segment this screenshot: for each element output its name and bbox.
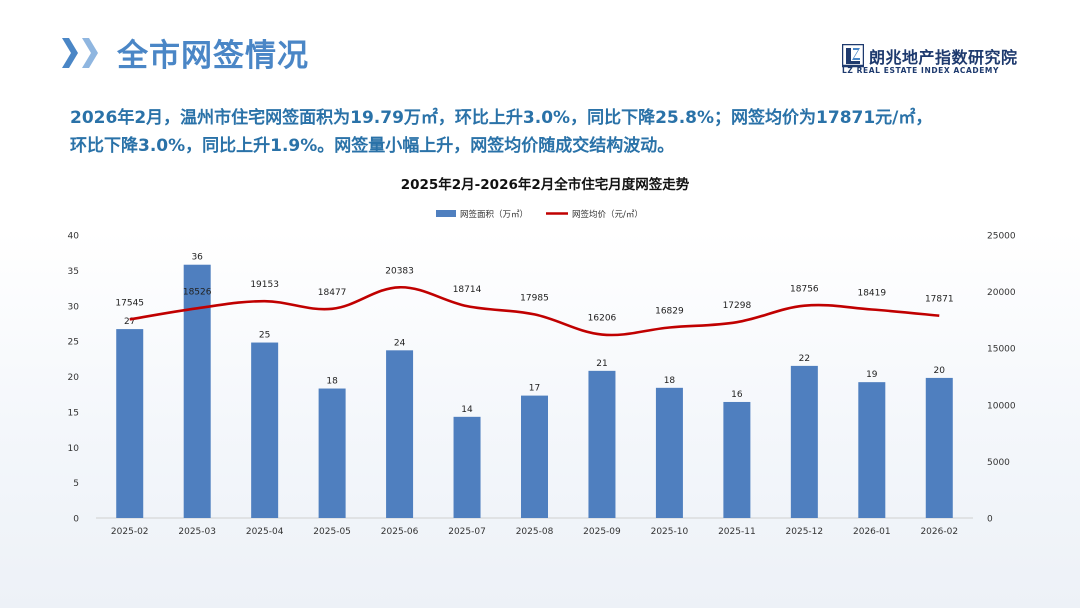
bar bbox=[723, 401, 751, 518]
chevron-right-icon bbox=[62, 38, 78, 68]
y-left-tick-label: 20 bbox=[68, 373, 80, 383]
bar-data-label: 24 bbox=[394, 338, 406, 348]
line-data-label: 20383 bbox=[385, 266, 414, 276]
y-left-tick-label: 40 bbox=[68, 232, 80, 242]
bar bbox=[386, 350, 414, 518]
logo: 朗兆地产指数研究院 LZ REAL ESTATE INDEX ACADEMY bbox=[842, 44, 1042, 78]
line-series bbox=[129, 285, 940, 337]
logo-text-cn: 朗兆地产指数研究院 bbox=[869, 48, 1018, 67]
logo-mark-icon bbox=[842, 44, 864, 68]
x-tick-label: 2026-01 bbox=[853, 527, 891, 537]
line-data-label: 18526 bbox=[183, 287, 212, 297]
y-right-tick-label: 5000 bbox=[987, 458, 1010, 468]
legend-swatch-bar bbox=[436, 210, 456, 217]
y-right-tick-label: 15000 bbox=[987, 345, 1016, 355]
x-tick-label: 2025-05 bbox=[313, 527, 351, 537]
chart-axes: 0 5 10 15 20 25 30 35 40 0 5000 10000 15000 20000 2500… bbox=[68, 232, 1016, 538]
line-data-label: 19153 bbox=[250, 280, 279, 290]
legend-label-bar: 网签面积（万㎡） bbox=[460, 209, 528, 220]
page-title: 全市网签情况 bbox=[117, 38, 309, 74]
y-left-tick-label: 25 bbox=[68, 338, 79, 348]
x-tick-label: 2025-09 bbox=[583, 527, 621, 537]
bar-series bbox=[116, 264, 953, 518]
y-left-tick-label: 0 bbox=[73, 515, 79, 525]
x-tick-label: 2025-02 bbox=[111, 527, 149, 537]
y-left-tick-label: 30 bbox=[68, 302, 80, 312]
y-right-tick-label: 0 bbox=[987, 515, 993, 525]
bar bbox=[251, 342, 279, 518]
chart-title: 2025年2月-2026年2月全市住宅月度网签走势 bbox=[401, 176, 690, 193]
bar bbox=[655, 387, 683, 518]
x-tick-label: 2025-10 bbox=[651, 527, 689, 537]
y-left-tick-label: 5 bbox=[73, 479, 79, 489]
x-tick-label: 2025-11 bbox=[718, 527, 756, 537]
bar-data-label: 18 bbox=[326, 377, 338, 387]
line-data-label: 18756 bbox=[790, 285, 819, 295]
line-data-label: 17985 bbox=[520, 293, 549, 303]
bar bbox=[116, 329, 144, 518]
line-data-label: 18477 bbox=[318, 288, 347, 298]
line-data-label: 16206 bbox=[588, 314, 617, 324]
y-right-tick-label: 25000 bbox=[987, 232, 1016, 242]
legend-label-line: 网签均价（元/㎡） bbox=[572, 209, 643, 220]
line-data-label: 17545 bbox=[115, 298, 144, 308]
bar bbox=[925, 377, 953, 518]
bar-data-label: 25 bbox=[259, 331, 270, 341]
x-tick-label: 2025-08 bbox=[516, 527, 554, 537]
x-tick-label: 2025-04 bbox=[246, 527, 284, 537]
bar bbox=[318, 388, 346, 518]
bar-data-label: 22 bbox=[799, 354, 810, 364]
bar-data-label: 21 bbox=[596, 359, 607, 369]
bar bbox=[183, 264, 211, 518]
x-tick-label: 2025-07 bbox=[448, 527, 486, 537]
y-left-tick-label: 15 bbox=[68, 408, 79, 418]
page-header: 全市网签情况 朗兆地产指数研究院 LZ REAL ESTATE INDEX AC… bbox=[0, 0, 1080, 100]
summary-line-1: 2026年2月，温州市住宅网签面积为19.79万㎡，环比上升3.0%，同比下降2… bbox=[70, 108, 933, 128]
monthly-signing-chart: 2025年2月-2026年2月全市住宅月度网签走势 网签面积（万㎡） 网签均价（元… bbox=[68, 176, 1016, 538]
summary-line-2: 环比下降3.0%，同比上升1.9%。网签量小幅上升，网签均价随成交结构波动。 bbox=[70, 136, 675, 156]
line-labels: 17545 18526 19153 18477 20383 18714 17985 16206… bbox=[115, 266, 953, 323]
x-tick-label: 2025-12 bbox=[786, 527, 824, 537]
logo-text-en: LZ REAL ESTATE INDEX ACADEMY bbox=[842, 66, 1000, 75]
chevron-right-icon bbox=[82, 38, 98, 68]
summary-text: 2026年2月，温州市住宅网签面积为19.79万㎡，环比上升3.0%，同比下降2… bbox=[70, 104, 1030, 160]
bar-data-label: 27 bbox=[124, 317, 135, 327]
bar-data-label: 36 bbox=[191, 253, 203, 263]
y-right-tick-label: 20000 bbox=[987, 288, 1016, 298]
x-tick-label: 2025-06 bbox=[381, 527, 419, 537]
chart-legend: 网签面积（万㎡） 网签均价（元/㎡） bbox=[436, 209, 643, 220]
bar-data-label: 20 bbox=[934, 366, 946, 376]
bar-data-label: 14 bbox=[461, 405, 473, 415]
line-data-label: 18714 bbox=[453, 285, 482, 295]
price-line bbox=[129, 285, 940, 337]
bar bbox=[588, 370, 616, 518]
bar bbox=[790, 365, 818, 518]
line-data-label: 17298 bbox=[723, 301, 752, 311]
bar-data-label: 16 bbox=[731, 390, 743, 400]
line-data-label: 16829 bbox=[655, 306, 684, 316]
line-data-label: 18419 bbox=[857, 288, 886, 298]
bar-data-label: 18 bbox=[664, 376, 676, 386]
x-tick-label: 2026-02 bbox=[920, 527, 958, 537]
bar-data-label: 19 bbox=[866, 370, 878, 380]
line-data-label: 17871 bbox=[925, 295, 954, 305]
y-left-tick-label: 35 bbox=[68, 267, 79, 277]
y-right-tick-label: 10000 bbox=[987, 401, 1016, 411]
bar bbox=[521, 395, 548, 518]
y-left-tick-label: 10 bbox=[68, 444, 80, 454]
bar bbox=[858, 382, 886, 518]
x-tick-label: 2025-03 bbox=[178, 527, 216, 537]
bar-labels: 27 36 25 18 24 14 17 21 18 16 22 19 20 bbox=[124, 253, 945, 415]
bar-data-label: 17 bbox=[529, 384, 540, 394]
bar bbox=[453, 416, 481, 518]
